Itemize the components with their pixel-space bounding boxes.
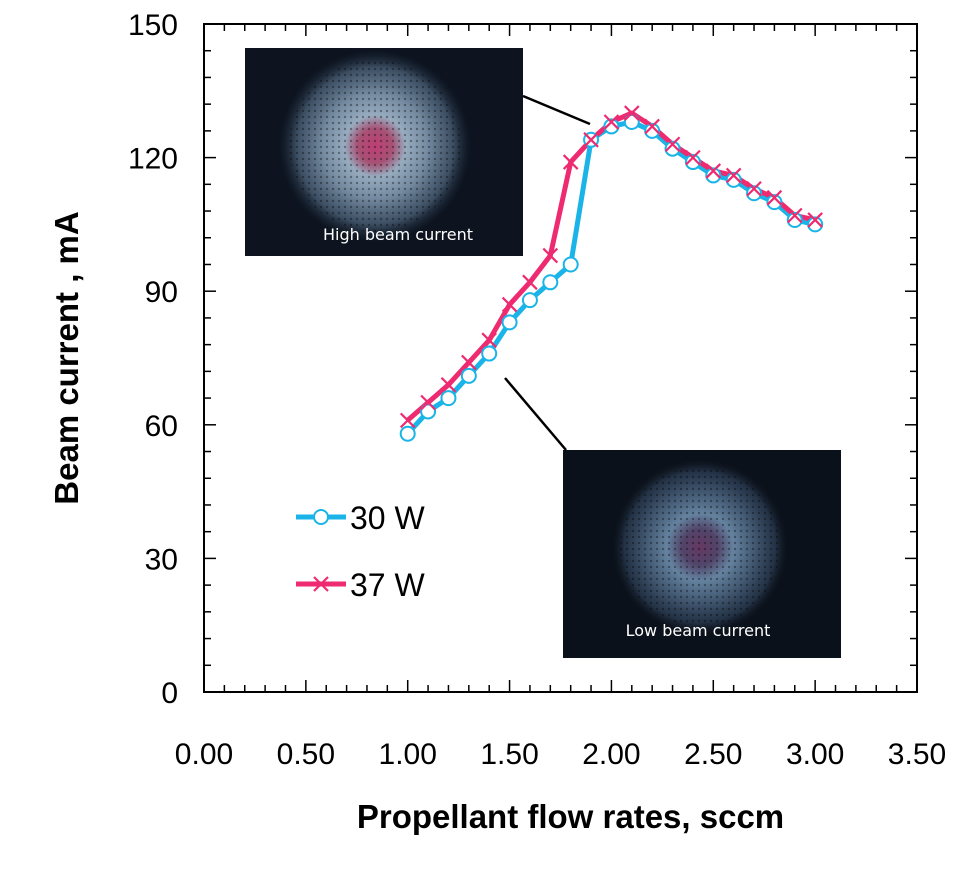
data-point-30w — [562, 256, 579, 273]
data-point-37w — [705, 163, 722, 179]
y-tick-label: 0 — [161, 677, 178, 710]
x-axis-title: Propellant flow rates, sccm — [357, 798, 784, 835]
data-point-37w — [399, 412, 416, 429]
x-tick-label: 1.00 — [379, 738, 437, 771]
y-tick-label: 60 — [145, 410, 178, 443]
data-point-37w — [664, 136, 681, 153]
data-point-37w — [522, 274, 538, 291]
data-point-30w — [460, 367, 477, 384]
y-tick-label: 90 — [145, 276, 178, 309]
x-tick-label: 2.50 — [684, 738, 742, 771]
data-point-30w — [705, 167, 722, 184]
plot-area — [203, 23, 918, 693]
x-tick-label: 2.00 — [582, 738, 640, 771]
data-point-30w — [603, 118, 620, 135]
axis-ticks — [203, 23, 918, 693]
data-point-30w — [420, 403, 437, 420]
data-point-30w — [786, 211, 803, 228]
tick-labels: 0.00 0.50 1.00 1.50 2.00 2.50 3.00 3.50 0 30 60 90 1… — [128, 9, 946, 771]
data-point-37w — [501, 296, 518, 313]
data-point-30w — [399, 425, 416, 442]
x-tick-label: 3.50 — [888, 738, 946, 771]
data-point-30w — [766, 194, 783, 211]
data-point-30w — [542, 274, 559, 291]
data-point-30w — [481, 345, 498, 362]
data-point-37w — [685, 149, 701, 166]
x-tick-label: 0.50 — [277, 738, 335, 771]
high-beam-caption: High beam current — [323, 225, 473, 244]
data-point-30w — [644, 122, 661, 139]
high-beam-callout-line — [522, 94, 591, 126]
series-layer — [399, 105, 824, 442]
x-tick-label: 0.00 — [175, 738, 233, 771]
y-axis-title: Beam current , mA — [48, 211, 85, 504]
data-point-37w — [746, 180, 762, 197]
data-point-37w — [766, 189, 783, 206]
data-point-37w — [583, 132, 599, 148]
low-beam-callout-line — [504, 377, 567, 451]
data-point-30w — [746, 185, 763, 202]
data-point-37w — [481, 332, 497, 348]
plot-border — [203, 23, 918, 693]
x-tick-label: 3.00 — [786, 738, 844, 771]
y-tick-label: 150 — [128, 9, 178, 42]
legend-marker-30w — [313, 509, 329, 525]
data-point-30w — [684, 154, 701, 171]
legend-item-37w: 37 W — [296, 567, 425, 603]
data-point-30w — [807, 216, 824, 233]
data-point-37w — [420, 394, 436, 411]
data-point-37w — [542, 247, 559, 264]
data-point-30w — [440, 390, 457, 407]
data-point-37w — [461, 354, 477, 371]
data-point-37w — [624, 105, 640, 121]
low-beam-photo: Low beam current — [563, 450, 841, 658]
x-tick-label: 1.50 — [480, 738, 538, 771]
y-tick-label: 30 — [145, 543, 178, 576]
data-point-37w — [725, 167, 742, 184]
legend-marker-37w — [313, 576, 329, 592]
legend-label-37w: 37 W — [350, 567, 425, 603]
data-point-37w — [807, 212, 823, 228]
data-point-30w — [725, 171, 742, 188]
data-point-30w — [664, 140, 681, 157]
data-point-30w — [623, 113, 640, 130]
y-tick-label: 120 — [128, 143, 178, 176]
legend-label-30w: 30 W — [350, 500, 425, 536]
legend: 30 W 37 W — [296, 500, 425, 603]
high-beam-photo: High beam current — [245, 48, 523, 256]
low-beam-caption: Low beam current — [626, 621, 771, 640]
data-point-30w — [501, 314, 518, 331]
legend-item-30w: 30 W — [296, 500, 425, 536]
data-point-30w — [521, 292, 538, 309]
data-point-37w — [440, 376, 457, 393]
data-point-37w — [603, 114, 620, 130]
data-point-37w — [786, 207, 803, 224]
data-point-37w — [644, 118, 660, 135]
data-point-37w — [562, 154, 579, 170]
